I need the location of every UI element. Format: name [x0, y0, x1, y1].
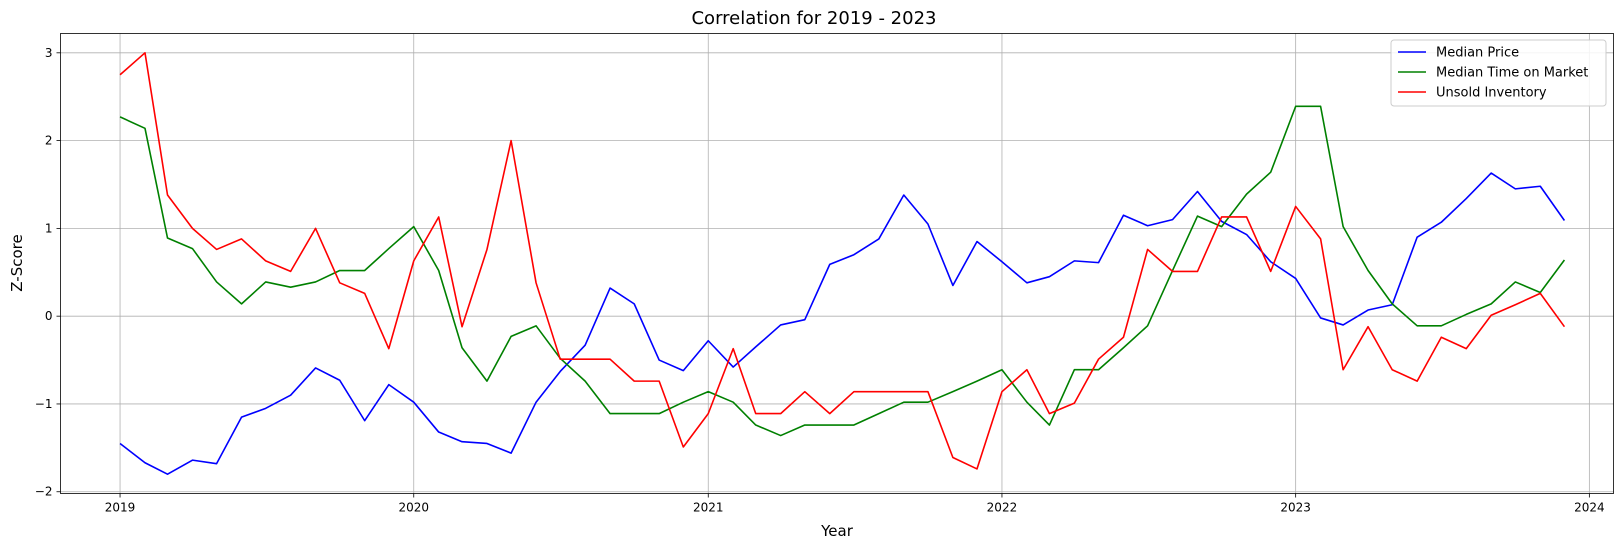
- series-line-unsold-inventory: [119, 52, 1566, 470]
- grid-lines: [60, 33, 1614, 494]
- axis-ticks: 2019 2020 2021 2022 2023 2024 −2 −1 0 1 2 3: [35, 46, 1605, 515]
- legend-label-unsold-inventory: Unsold Inventory: [1436, 86, 1547, 101]
- y-axis-label: Z-Score: [8, 234, 26, 291]
- x-tick-label: 2020: [398, 501, 429, 515]
- y-tick-label: −1: [35, 397, 53, 411]
- chart-title: Correlation for 2019 - 2023: [691, 8, 936, 29]
- y-tick-label: 0: [45, 309, 53, 323]
- y-tick-label: −2: [35, 485, 53, 499]
- y-tick-label: 1: [45, 221, 53, 235]
- legend: Median Price Median Time on Market Unsold …: [1390, 39, 1607, 107]
- x-tick-label: 2023: [1280, 501, 1311, 515]
- x-tick-label: 2024: [1574, 501, 1605, 515]
- series-line-median-time-on-market: [119, 105, 1566, 437]
- legend-label-median-price: Median Price: [1436, 46, 1519, 61]
- x-axis-label: Year: [820, 522, 854, 540]
- x-tick-label: 2021: [693, 501, 724, 515]
- x-tick-label: 2022: [987, 501, 1018, 515]
- series-lines: [119, 52, 1566, 475]
- x-tick-label: 2019: [105, 501, 136, 515]
- legend-box: [1390, 39, 1607, 107]
- series-line-median-price: [119, 172, 1566, 475]
- plot-frame: [60, 33, 1614, 494]
- y-tick-label: 2: [45, 134, 53, 148]
- y-tick-label: 3: [45, 46, 53, 60]
- legend-label-median-time-on-market: Median Time on Market: [1436, 66, 1588, 81]
